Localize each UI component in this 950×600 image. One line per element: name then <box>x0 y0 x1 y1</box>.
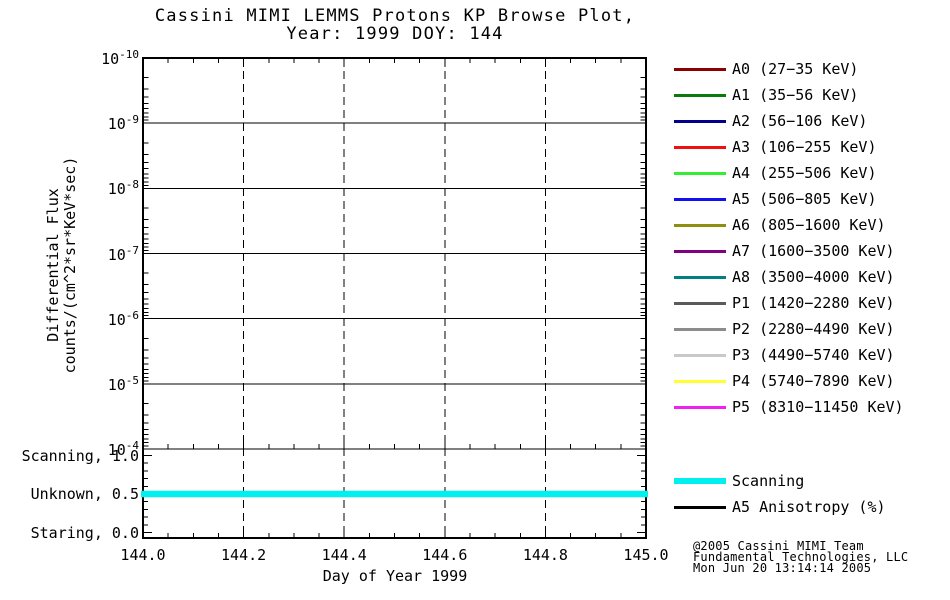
legend-label-a8: A8 (3500−4000 KeV) <box>732 268 895 286</box>
legend-line-p3 <box>674 353 726 357</box>
plot-title-line1: Cassini MIMI LEMMS Protons KP Browse Plo… <box>154 6 636 26</box>
legend-line-p5 <box>674 405 726 409</box>
legend-line-a5-anisotropy <box>674 505 726 509</box>
credit-line3: Mon Jun 20 13:14:14 2005 <box>693 561 872 575</box>
legend-label-a1: A1 (35−56 KeV) <box>732 86 859 104</box>
legend-line-p4 <box>674 379 726 383</box>
legend-line-a8 <box>674 275 726 279</box>
legend-line-a3 <box>674 145 726 149</box>
credit-line2: Fundamental Technologies, LLC <box>693 550 909 564</box>
legend-label-a3: A3 (106−255 KeV) <box>732 138 877 156</box>
legend-label-a0: A0 (27−35 KeV) <box>732 60 859 78</box>
legend-line-a6 <box>674 223 726 227</box>
legend-label-p1: P1 (1420−2280 KeV) <box>732 294 895 312</box>
legend-label-a5: A5 (506−805 KeV) <box>732 190 877 208</box>
credit-text: @2005 Cassini MIMI Team Fundamental Tech… <box>693 539 909 575</box>
x-axis-title: Day of Year 1999 <box>322 567 468 585</box>
plot-frame <box>142 57 647 539</box>
legend-label-p4: P4 (5740−7890 KeV) <box>732 372 895 390</box>
legend-line-a1 <box>674 93 726 97</box>
legend-label-p3: P3 (4490−5740 KeV) <box>732 346 895 364</box>
legend-line-scanning <box>674 478 726 484</box>
legend-label-a6: A6 (805−1600 KeV) <box>732 216 886 234</box>
plot-title-line2: Year: 1999 DOY: 144 <box>286 24 504 44</box>
legend-line-a4 <box>674 171 726 175</box>
legend-label-a7: A7 (1600−3500 KeV) <box>732 242 895 260</box>
legend-label-scanning: Scanning <box>732 472 805 490</box>
legend-line-a2 <box>674 119 726 123</box>
legend-line-a0 <box>674 67 726 71</box>
legend-line-a5 <box>674 197 726 201</box>
legend-label-p2: P2 (2280−4490 KeV) <box>732 320 895 338</box>
credit-line1: @2005 Cassini MIMI Team <box>693 539 864 553</box>
legend-line-p2 <box>674 327 726 331</box>
legend-label-a5-anisotropy: A5 Anisotropy (%) <box>732 498 886 516</box>
legend-line-a7 <box>674 249 726 253</box>
legend-label-a2: A2 (56−106 KeV) <box>732 112 868 130</box>
legend-label-p5: P5 (8310−11450 KeV) <box>732 398 904 416</box>
legend-line-p1 <box>674 301 726 305</box>
legend-label-a4: A4 (255−506 KeV) <box>732 164 877 182</box>
